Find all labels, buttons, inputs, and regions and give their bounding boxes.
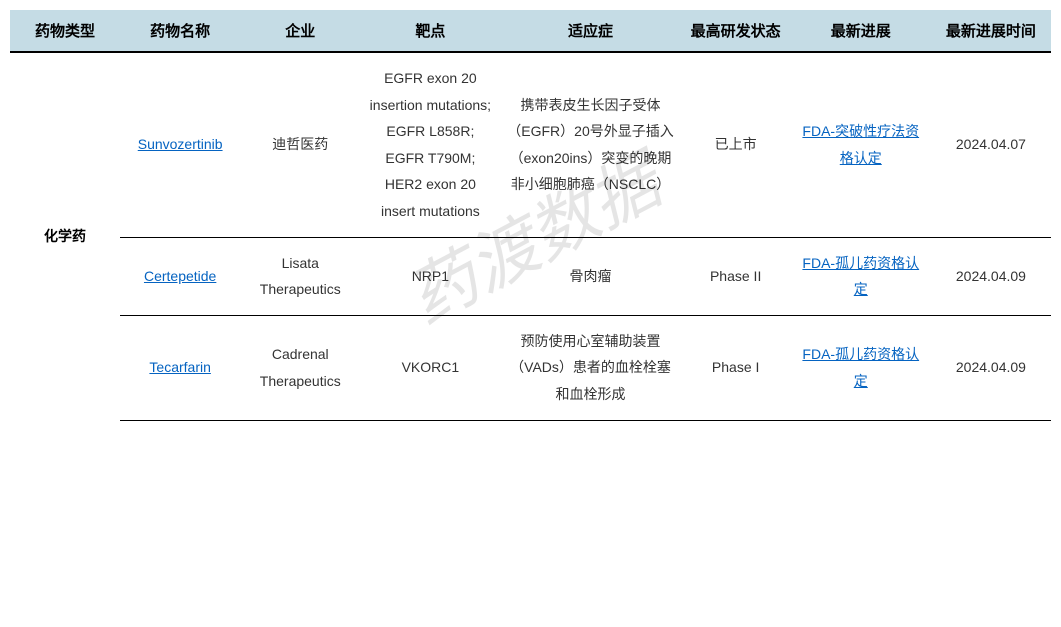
progress-date-cell: 2024.04.09 (931, 315, 1051, 420)
category-cell: 化学药 (10, 52, 120, 420)
col-header-drug_name: 药物名称 (120, 10, 240, 52)
drug-name-link[interactable]: Sunvozertinib (138, 136, 223, 152)
status-cell: Phase I (681, 315, 791, 420)
company-cell: Lisata Therapeutics (240, 237, 360, 315)
target-cell: EGFR exon 20 insertion mutations; EGFR L… (360, 52, 500, 237)
table-row: Certepetide Lisata TherapeuticsNRP1骨肉瘤Pha… (10, 237, 1051, 315)
progress-date-cell: 2024.04.09 (931, 237, 1051, 315)
progress-link[interactable]: FDA-孤儿药资格认定 (802, 255, 919, 298)
drug-table: 药物类型药物名称企业靶点适应症最高研发状态最新进展最新进展时间 化学药 Sunvo… (10, 10, 1051, 421)
progress-link[interactable]: FDA-突破性疗法资格认定 (802, 123, 919, 166)
col-header-indication: 适应症 (500, 10, 680, 52)
target-cell: VKORC1 (360, 315, 500, 420)
table-body: 化学药 Sunvozertinib 迪哲医药EGFR exon 20 inserti… (10, 52, 1051, 420)
progress-cell: FDA-突破性疗法资格认定 (791, 52, 931, 237)
indication-cell: 预防使用心室辅助装置（VADs）患者的血栓栓塞和血栓形成 (500, 315, 680, 420)
col-header-progress_date: 最新进展时间 (931, 10, 1051, 52)
col-header-status: 最高研发状态 (681, 10, 791, 52)
col-header-drug_type: 药物类型 (10, 10, 120, 52)
drug-name-cell: Tecarfarin (120, 315, 240, 420)
indication-cell: 骨肉瘤 (500, 237, 680, 315)
progress-cell: FDA-孤儿药资格认定 (791, 237, 931, 315)
status-cell: Phase II (681, 237, 791, 315)
drug-name-cell: Sunvozertinib (120, 52, 240, 237)
indication-cell: 携带表皮生长因子受体（EGFR）20号外显子插入（exon20ins）突变的晚期… (500, 52, 680, 237)
table-row: 化学药Sunvozertinib迪哲医药EGFR exon 20 inserti… (10, 52, 1051, 237)
progress-cell: FDA-孤儿药资格认定 (791, 315, 931, 420)
company-cell: 迪哲医药 (240, 52, 360, 237)
progress-date-cell: 2024.04.07 (931, 52, 1051, 237)
drug-name-link[interactable]: Tecarfarin (149, 359, 210, 375)
drug-name-cell: Certepetide (120, 237, 240, 315)
drug-name-link[interactable]: Certepetide (144, 268, 216, 284)
col-header-company: 企业 (240, 10, 360, 52)
table-row: Tecarfarin Cadrenal TherapeuticsVKORC1预防使… (10, 315, 1051, 420)
target-cell: NRP1 (360, 237, 500, 315)
col-header-target: 靶点 (360, 10, 500, 52)
table-header-row: 药物类型药物名称企业靶点适应症最高研发状态最新进展最新进展时间 (10, 10, 1051, 52)
col-header-progress: 最新进展 (791, 10, 931, 52)
status-cell: 已上市 (681, 52, 791, 237)
company-cell: Cadrenal Therapeutics (240, 315, 360, 420)
progress-link[interactable]: FDA-孤儿药资格认定 (802, 346, 919, 389)
